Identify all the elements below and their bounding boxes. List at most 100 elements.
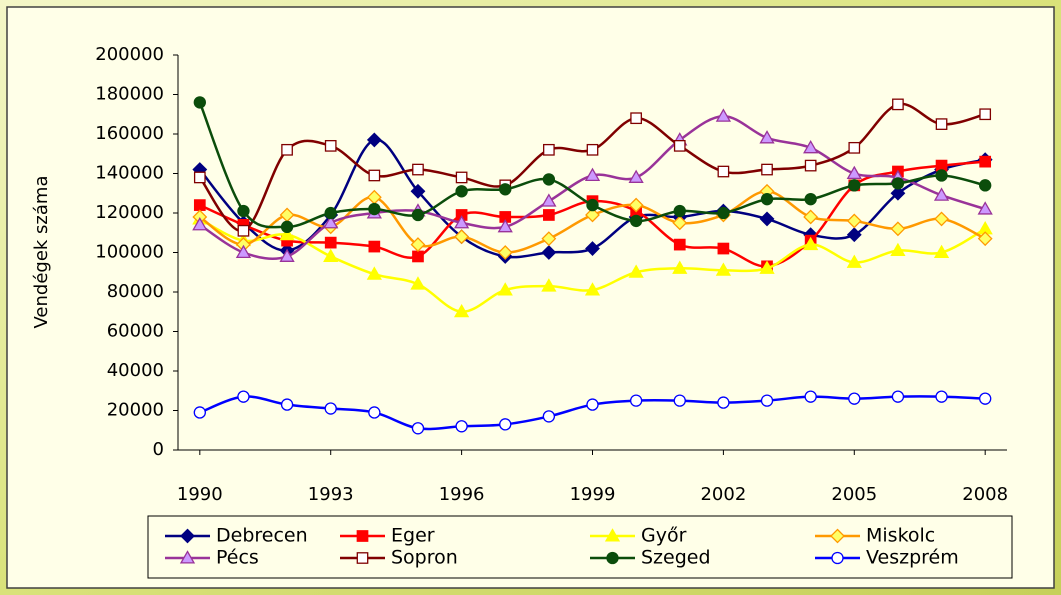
legend-label: Sopron [391, 547, 458, 569]
data-point [890, 185, 906, 201]
y-tick-label: 60000 [107, 321, 164, 342]
data-point [324, 402, 337, 415]
data-point [366, 132, 382, 148]
y-tick-label: 20000 [107, 400, 164, 421]
data-point [760, 394, 774, 407]
data-point [977, 231, 993, 247]
data-point [717, 396, 730, 409]
y-tick-label: 140000 [95, 163, 164, 184]
y-tick-label: 200000 [95, 44, 164, 65]
data-point [279, 226, 295, 241]
data-point [933, 244, 950, 259]
data-point [193, 171, 206, 184]
legend-label: Eger [391, 525, 435, 547]
data-point [586, 198, 599, 212]
legend-marker [604, 528, 621, 542]
data-point [715, 262, 732, 276]
data-point [628, 197, 644, 213]
data-point [368, 169, 381, 182]
data-point [935, 169, 948, 182]
data-point [368, 202, 381, 216]
data-point [455, 171, 468, 184]
data-point [848, 392, 861, 405]
data-point [543, 209, 555, 221]
legend-marker [180, 528, 195, 544]
y-tick-label: 40000 [107, 360, 164, 381]
data-point [541, 193, 557, 207]
data-point [584, 167, 601, 182]
data-point [977, 201, 993, 215]
data-point [454, 229, 470, 245]
data-point [412, 250, 424, 263]
legend-label: Debrecen [216, 525, 308, 547]
legend-label: Veszprém [866, 547, 959, 569]
data-point [717, 165, 730, 178]
data-point [368, 240, 381, 253]
data-point [543, 143, 555, 156]
data-point [497, 245, 513, 260]
data-point [979, 155, 992, 168]
data-point [804, 159, 817, 172]
legend-label: Miskolc [866, 525, 935, 547]
data-point [803, 209, 819, 225]
data-point [192, 217, 208, 231]
data-point [672, 260, 688, 274]
y-tick-label: 100000 [95, 242, 164, 263]
data-point [717, 206, 730, 220]
y-tick-label: 80000 [107, 281, 164, 302]
data-point [628, 264, 644, 278]
legend-marker [356, 530, 369, 542]
data-point [542, 410, 556, 423]
data-point [933, 187, 950, 201]
data-point [586, 398, 599, 411]
data-point [324, 139, 337, 152]
data-point [673, 238, 686, 251]
data-point [323, 248, 339, 262]
data-point [846, 254, 862, 268]
data-point [759, 211, 775, 227]
data-point [499, 183, 512, 196]
legend-box [147, 515, 1013, 579]
data-point [848, 141, 861, 154]
x-tick-label: 1996 [439, 484, 485, 505]
data-point [280, 220, 294, 234]
data-point [280, 398, 294, 411]
data-point [630, 112, 642, 125]
data-point [760, 193, 774, 206]
data-point [453, 303, 470, 318]
y-tick-label: 0 [153, 439, 164, 460]
data-point [890, 221, 906, 237]
data-point [629, 214, 643, 228]
data-point [979, 392, 992, 405]
data-point [761, 163, 773, 176]
data-point [935, 159, 948, 172]
data-point [759, 260, 775, 274]
data-point [237, 224, 250, 237]
data-point [585, 207, 600, 223]
data-point [935, 390, 948, 403]
data-point [324, 206, 337, 220]
legend-marker [831, 551, 844, 565]
data-point [410, 237, 426, 253]
data-point [673, 394, 686, 407]
data-point [586, 143, 599, 156]
data-point [846, 227, 862, 243]
data-point [497, 282, 513, 296]
data-point [411, 208, 425, 222]
data-point [368, 406, 381, 419]
data-point [193, 406, 206, 419]
data-point [323, 215, 339, 229]
y-tick-label: 180000 [95, 84, 164, 105]
data-point [237, 204, 250, 218]
data-point [541, 231, 557, 247]
data-point [453, 215, 470, 229]
data-point [672, 215, 688, 231]
x-tick-label: 2008 [962, 484, 1008, 505]
data-point [935, 118, 948, 130]
data-point [848, 179, 861, 192]
x-tick-label: 1990 [177, 484, 223, 505]
legend-label: Pécs [216, 547, 259, 569]
data-point [455, 420, 468, 433]
data-point [542, 173, 556, 186]
